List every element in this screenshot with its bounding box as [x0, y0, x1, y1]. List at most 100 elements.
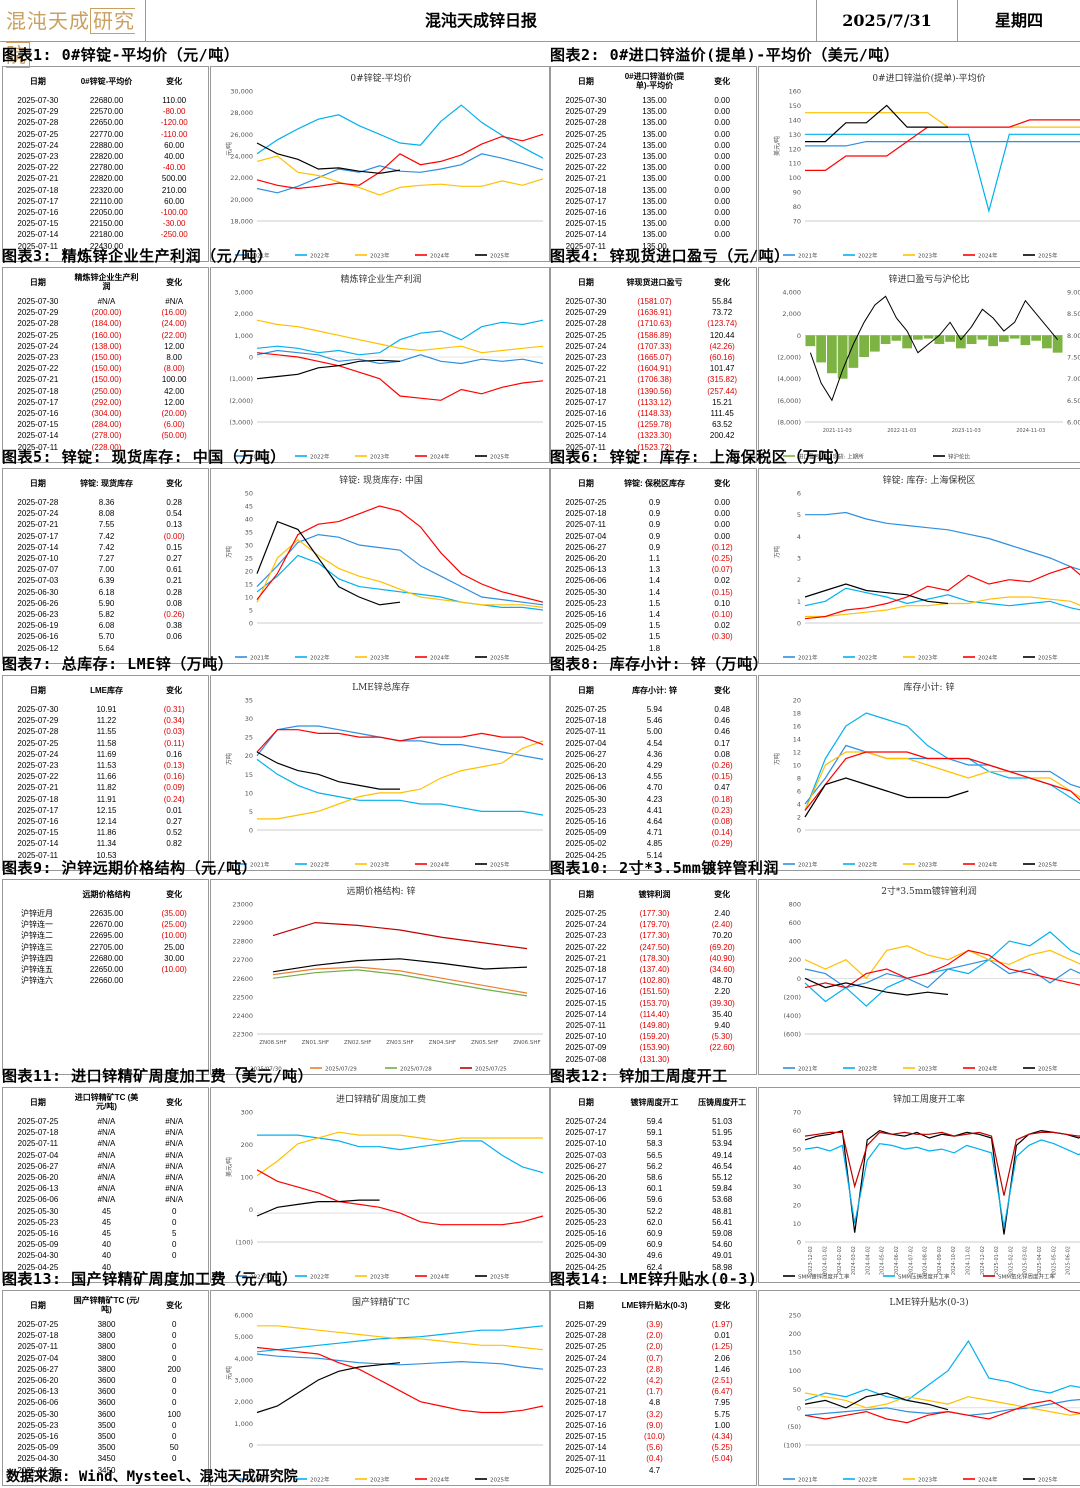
table-cell: 12.15	[96, 805, 117, 815]
table-cell: 0.9	[648, 509, 661, 519]
table-cell: 73.72	[712, 308, 733, 318]
table-cell: 2025-07-30	[17, 297, 59, 307]
table-cell: (0.18)	[711, 794, 733, 804]
x-tick-label: 2025-01-02	[994, 1246, 1000, 1275]
table-cell: 沪锌连五	[21, 965, 53, 975]
chart-svg: 锌锭: 库存: 上海保税区 0 1 2 3 4 5 6 万吨 2021年 2022年 2023年 202…	[773, 474, 1080, 662]
y-tick-label: 4	[797, 533, 801, 541]
table-cell: 2025-05-30	[565, 794, 607, 804]
y-tick-label: 150	[789, 1349, 801, 1357]
table-cell: (102.80)	[639, 976, 670, 986]
table-row: 2025-07-10 58.3 53.94	[551, 1138, 756, 1149]
y-tick-label: 0	[249, 354, 253, 362]
y-tick-label: 60	[793, 1127, 801, 1135]
y-tick-label: (100)	[236, 1239, 253, 1247]
table-cell: 2025-07-30	[17, 96, 59, 106]
y-tick-label: 120	[789, 145, 801, 153]
table-row: 2025-06-13 60.1 59.84	[551, 1183, 756, 1194]
table-cell: 5.94	[646, 705, 663, 715]
table-cell: 2025-04-30	[17, 1454, 59, 1464]
table-row: 沪锌连五 22650.00 (10.00)	[3, 964, 208, 975]
table-cell: 2025-07-25	[17, 330, 59, 340]
table-cell: 8.00	[166, 353, 182, 363]
table-cell: 22770.00	[89, 129, 124, 139]
table-cell: 135.00	[642, 174, 667, 184]
series-line	[256, 153, 544, 194]
table-cell: 2025-07-25	[17, 1117, 59, 1127]
table-cell: (278.00)	[91, 431, 122, 441]
table-row: 2025-06-06 4.70 0.47	[551, 782, 756, 793]
x-tick-label: 2024-11-03	[1016, 428, 1045, 434]
table-row: 2025-07-29 11.22 (0.34)	[3, 715, 208, 726]
table-cell: 22570.00	[89, 107, 124, 117]
series-line	[256, 725, 544, 760]
table-cell: (0.10)	[711, 609, 733, 619]
table-header: 日期	[577, 478, 594, 488]
table-cell: (69.20)	[709, 942, 735, 952]
series-line	[256, 1169, 544, 1226]
table-cell: 0	[171, 1454, 177, 1464]
table-cell: 2025-07-24	[565, 1353, 607, 1363]
table-cell: 100.00	[161, 375, 187, 385]
legend-label: 2021年	[250, 1273, 270, 1281]
table-cell: 0.28	[166, 498, 182, 508]
table-row: 2025-07-15 (284.00) (6.00)	[3, 419, 208, 430]
table-row: 2025-07-25 5.94 0.48	[551, 704, 756, 715]
table-cell: (250.00)	[91, 386, 122, 396]
table-row: 2025-07-25 0.9 0.00	[551, 497, 756, 508]
table-row: 2025-07-25 (177.30) 2.40	[551, 908, 756, 919]
y-tick-label: 18,000	[230, 218, 253, 226]
y-tick-label: 160	[789, 88, 801, 96]
table-cell: 2025-07-15	[17, 420, 59, 430]
chart-section-title: 图表8: 库存小计: 锌（万吨）	[550, 655, 769, 673]
table-row: 2025-07-25 (160.00) (22.00)	[3, 330, 208, 341]
y-tick-label: 20,000	[230, 196, 253, 204]
line-chart: 进口锌精矿周度加工费 (100) 0 100 200 300 美元/吨 2021年 2022年 2…	[210, 1087, 550, 1283]
legend-label: 2021年	[798, 252, 818, 260]
table-cell: 2025-07-29	[17, 107, 59, 117]
chart-title: 0#进口锌溢价(提单)-平均价	[872, 72, 985, 84]
series-line	[804, 1139, 1080, 1228]
table-cell: 22110.00	[90, 196, 123, 206]
table-cell: 12.00	[164, 397, 185, 407]
table-cell: (123.74)	[707, 319, 738, 329]
y-tick-label: 26,000	[230, 131, 253, 139]
table-cell: 2025-06-13	[565, 1184, 607, 1194]
table-cell: 135.00	[642, 118, 667, 128]
table-row: 2025-07-21 135.00 0.00	[551, 173, 756, 184]
table-cell: 0.54	[166, 509, 182, 519]
table-cell: 2025-07-18	[565, 185, 607, 195]
legend-label: 2025年	[490, 1273, 510, 1281]
table-cell: 200.42	[709, 431, 735, 441]
y-tick-label: 5	[797, 511, 801, 519]
table-cell: (0.11)	[164, 738, 185, 748]
table-cell: #N/A	[165, 297, 184, 307]
table-cell: 11.55	[96, 727, 117, 737]
table-cell: 0	[171, 1398, 177, 1408]
series-line	[804, 751, 1080, 811]
y-tick-label: 200	[789, 956, 801, 964]
table-cell: 135.00	[642, 140, 667, 150]
data-table: 日期 锌锭: 现货库存 变化 2025-07-28 8.36 0.28 2025-07-24…	[2, 468, 209, 664]
table-cell: 0	[171, 1217, 177, 1227]
x-tick-label: 2024-04-02	[865, 1246, 871, 1275]
table-cell: 0	[171, 1387, 177, 1397]
y-tick-label: 14	[793, 736, 801, 744]
table-cell: (10.00)	[161, 931, 187, 941]
table-cell: 2025-06-06	[565, 576, 607, 586]
chart-section-title: 图表7: 总库存: LME锌（万吨）	[2, 655, 234, 673]
table-cell: 2025-07-03	[565, 1150, 607, 1160]
table-cell: (159.20)	[639, 1032, 670, 1042]
legend-label: 2024年	[978, 654, 998, 662]
table-cell: (1.97)	[711, 1320, 733, 1330]
table-cell: 500.00	[161, 174, 187, 184]
series-line	[804, 777, 969, 818]
table-row: 2025-07-29 (3.9) (1.97)	[551, 1319, 756, 1330]
table-cell: 2025-07-11	[17, 1342, 58, 1352]
bar	[988, 335, 998, 347]
table-row: 2025-06-19 6.08 0.38	[3, 620, 208, 631]
x-tick-label: 2021-11-03	[823, 428, 852, 434]
legend-label: 2021年	[798, 654, 818, 662]
x-tick-label: 2024-08-02	[923, 1246, 929, 1275]
series-line	[804, 583, 949, 605]
